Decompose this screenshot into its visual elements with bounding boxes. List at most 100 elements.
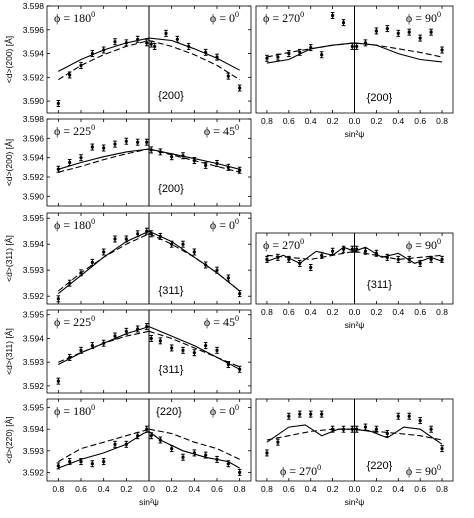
data-point xyxy=(56,165,61,173)
data-point xyxy=(297,48,302,56)
data-point xyxy=(67,458,72,466)
data-point xyxy=(192,349,197,357)
data-point xyxy=(113,38,117,46)
data-point xyxy=(158,232,163,240)
data-point xyxy=(440,255,444,263)
phi-annotation: ϕ = 450 xyxy=(204,123,239,138)
data-point xyxy=(144,39,149,47)
phi-annotation: ϕ = 2700 xyxy=(263,10,304,25)
data-point xyxy=(350,425,355,433)
data-point xyxy=(90,258,95,266)
data-point xyxy=(341,425,346,433)
model-solid-line xyxy=(148,326,240,370)
panel-r4c1: 3.592 3.593 3.594 3.595 <d>(311) [Å] ϕ = 2250… xyxy=(4,309,252,394)
data-point xyxy=(152,42,157,50)
x-axis-label: sin²ψ xyxy=(345,497,365,507)
x-tick-label: 0.4 xyxy=(305,307,317,317)
data-point xyxy=(319,51,324,59)
data-point xyxy=(79,154,83,162)
data-point xyxy=(175,35,180,43)
data-point xyxy=(144,227,149,235)
hkl-label: {311} xyxy=(159,285,184,297)
data-point xyxy=(319,251,324,259)
data-point xyxy=(276,438,280,446)
y-tick-label: 3.590 xyxy=(23,96,45,106)
data-point xyxy=(308,410,313,418)
data-point xyxy=(158,436,163,444)
data-point xyxy=(158,337,163,345)
y-tick-label: 3.592 xyxy=(23,172,45,182)
data-point xyxy=(101,46,106,54)
hkl-label: {311} xyxy=(367,279,392,291)
model-solid-line xyxy=(354,426,443,445)
data-point xyxy=(203,451,208,459)
x-tick-label: 0.6 xyxy=(283,307,295,317)
phi-annotation: ϕ = 900 xyxy=(406,237,441,252)
x-tick-label: 0.0 xyxy=(349,484,361,494)
data-point xyxy=(418,259,422,267)
model-dashed-line xyxy=(148,233,241,292)
data-point xyxy=(192,449,197,457)
data-point xyxy=(215,455,219,463)
data-point xyxy=(186,42,191,50)
data-point xyxy=(124,137,129,145)
data-point xyxy=(56,377,61,385)
data-point xyxy=(181,453,185,461)
data-point xyxy=(67,353,72,361)
data-point xyxy=(330,425,335,433)
phi-annotation: ϕ = 900 xyxy=(406,10,441,25)
data-point xyxy=(90,460,95,468)
data-point xyxy=(67,279,72,287)
y-tick-label: 3.593 xyxy=(23,357,45,367)
data-point xyxy=(79,61,83,69)
data-point xyxy=(113,332,117,340)
y-tick-label: 3.595 xyxy=(23,310,45,320)
model-dashed-line xyxy=(58,148,150,173)
phi-annotation: ϕ = 2700 xyxy=(280,463,321,478)
y-tick-label: 3.595 xyxy=(23,403,45,413)
x-tick-label: 0.8 xyxy=(436,116,448,126)
data-point xyxy=(169,153,174,161)
y-axis-label: <d>(311) [Å] xyxy=(4,328,14,375)
y-tick-label: 3.598 xyxy=(23,1,45,11)
x-tick-label: 0.6 xyxy=(414,116,426,126)
phi-annotation: ϕ = 1800 xyxy=(54,217,95,232)
data-point xyxy=(144,425,149,433)
data-point xyxy=(149,40,154,48)
data-point xyxy=(192,248,197,256)
data-point xyxy=(226,163,231,171)
phi-annotation: ϕ = 900 xyxy=(406,463,441,478)
x-tick-label: 0.2 xyxy=(120,484,132,494)
data-point xyxy=(429,255,433,263)
data-point xyxy=(101,144,106,152)
phi-annotation: ϕ = 00 xyxy=(210,10,239,25)
y-tick-label: 3.598 xyxy=(23,114,45,124)
x-tick-label: 0.6 xyxy=(283,484,295,494)
data-point xyxy=(350,245,355,253)
data-point xyxy=(237,290,242,298)
phi-annotation: ϕ = 1800 xyxy=(54,403,95,418)
y-axis-label: <d>(200) [Å] xyxy=(4,139,14,186)
x-tick-label: 0.4 xyxy=(392,116,404,126)
data-point xyxy=(113,440,117,448)
x-tick-label: 0.4 xyxy=(305,116,317,126)
data-point xyxy=(113,140,117,148)
data-point xyxy=(396,412,401,420)
data-point xyxy=(203,161,208,169)
hkl-label: {200} xyxy=(158,183,184,195)
data-point xyxy=(265,255,269,263)
x-tick-label: 0.6 xyxy=(414,484,426,494)
phi-annotation: ϕ = 2250 xyxy=(54,123,95,138)
x-tick-label: 0.8 xyxy=(234,484,246,494)
x-tick-label: 0.8 xyxy=(52,484,64,494)
data-point xyxy=(287,255,291,263)
model-dashed-line xyxy=(148,39,240,81)
data-point xyxy=(385,430,390,438)
hkl-label: {311} xyxy=(159,364,184,376)
hkl-label: {220} xyxy=(367,460,393,472)
x-tick-label: 0.8 xyxy=(261,307,273,317)
x-tick-label: 0.4 xyxy=(392,307,404,317)
x-tick-label: 0.4 xyxy=(98,484,110,494)
data-point xyxy=(350,42,355,50)
